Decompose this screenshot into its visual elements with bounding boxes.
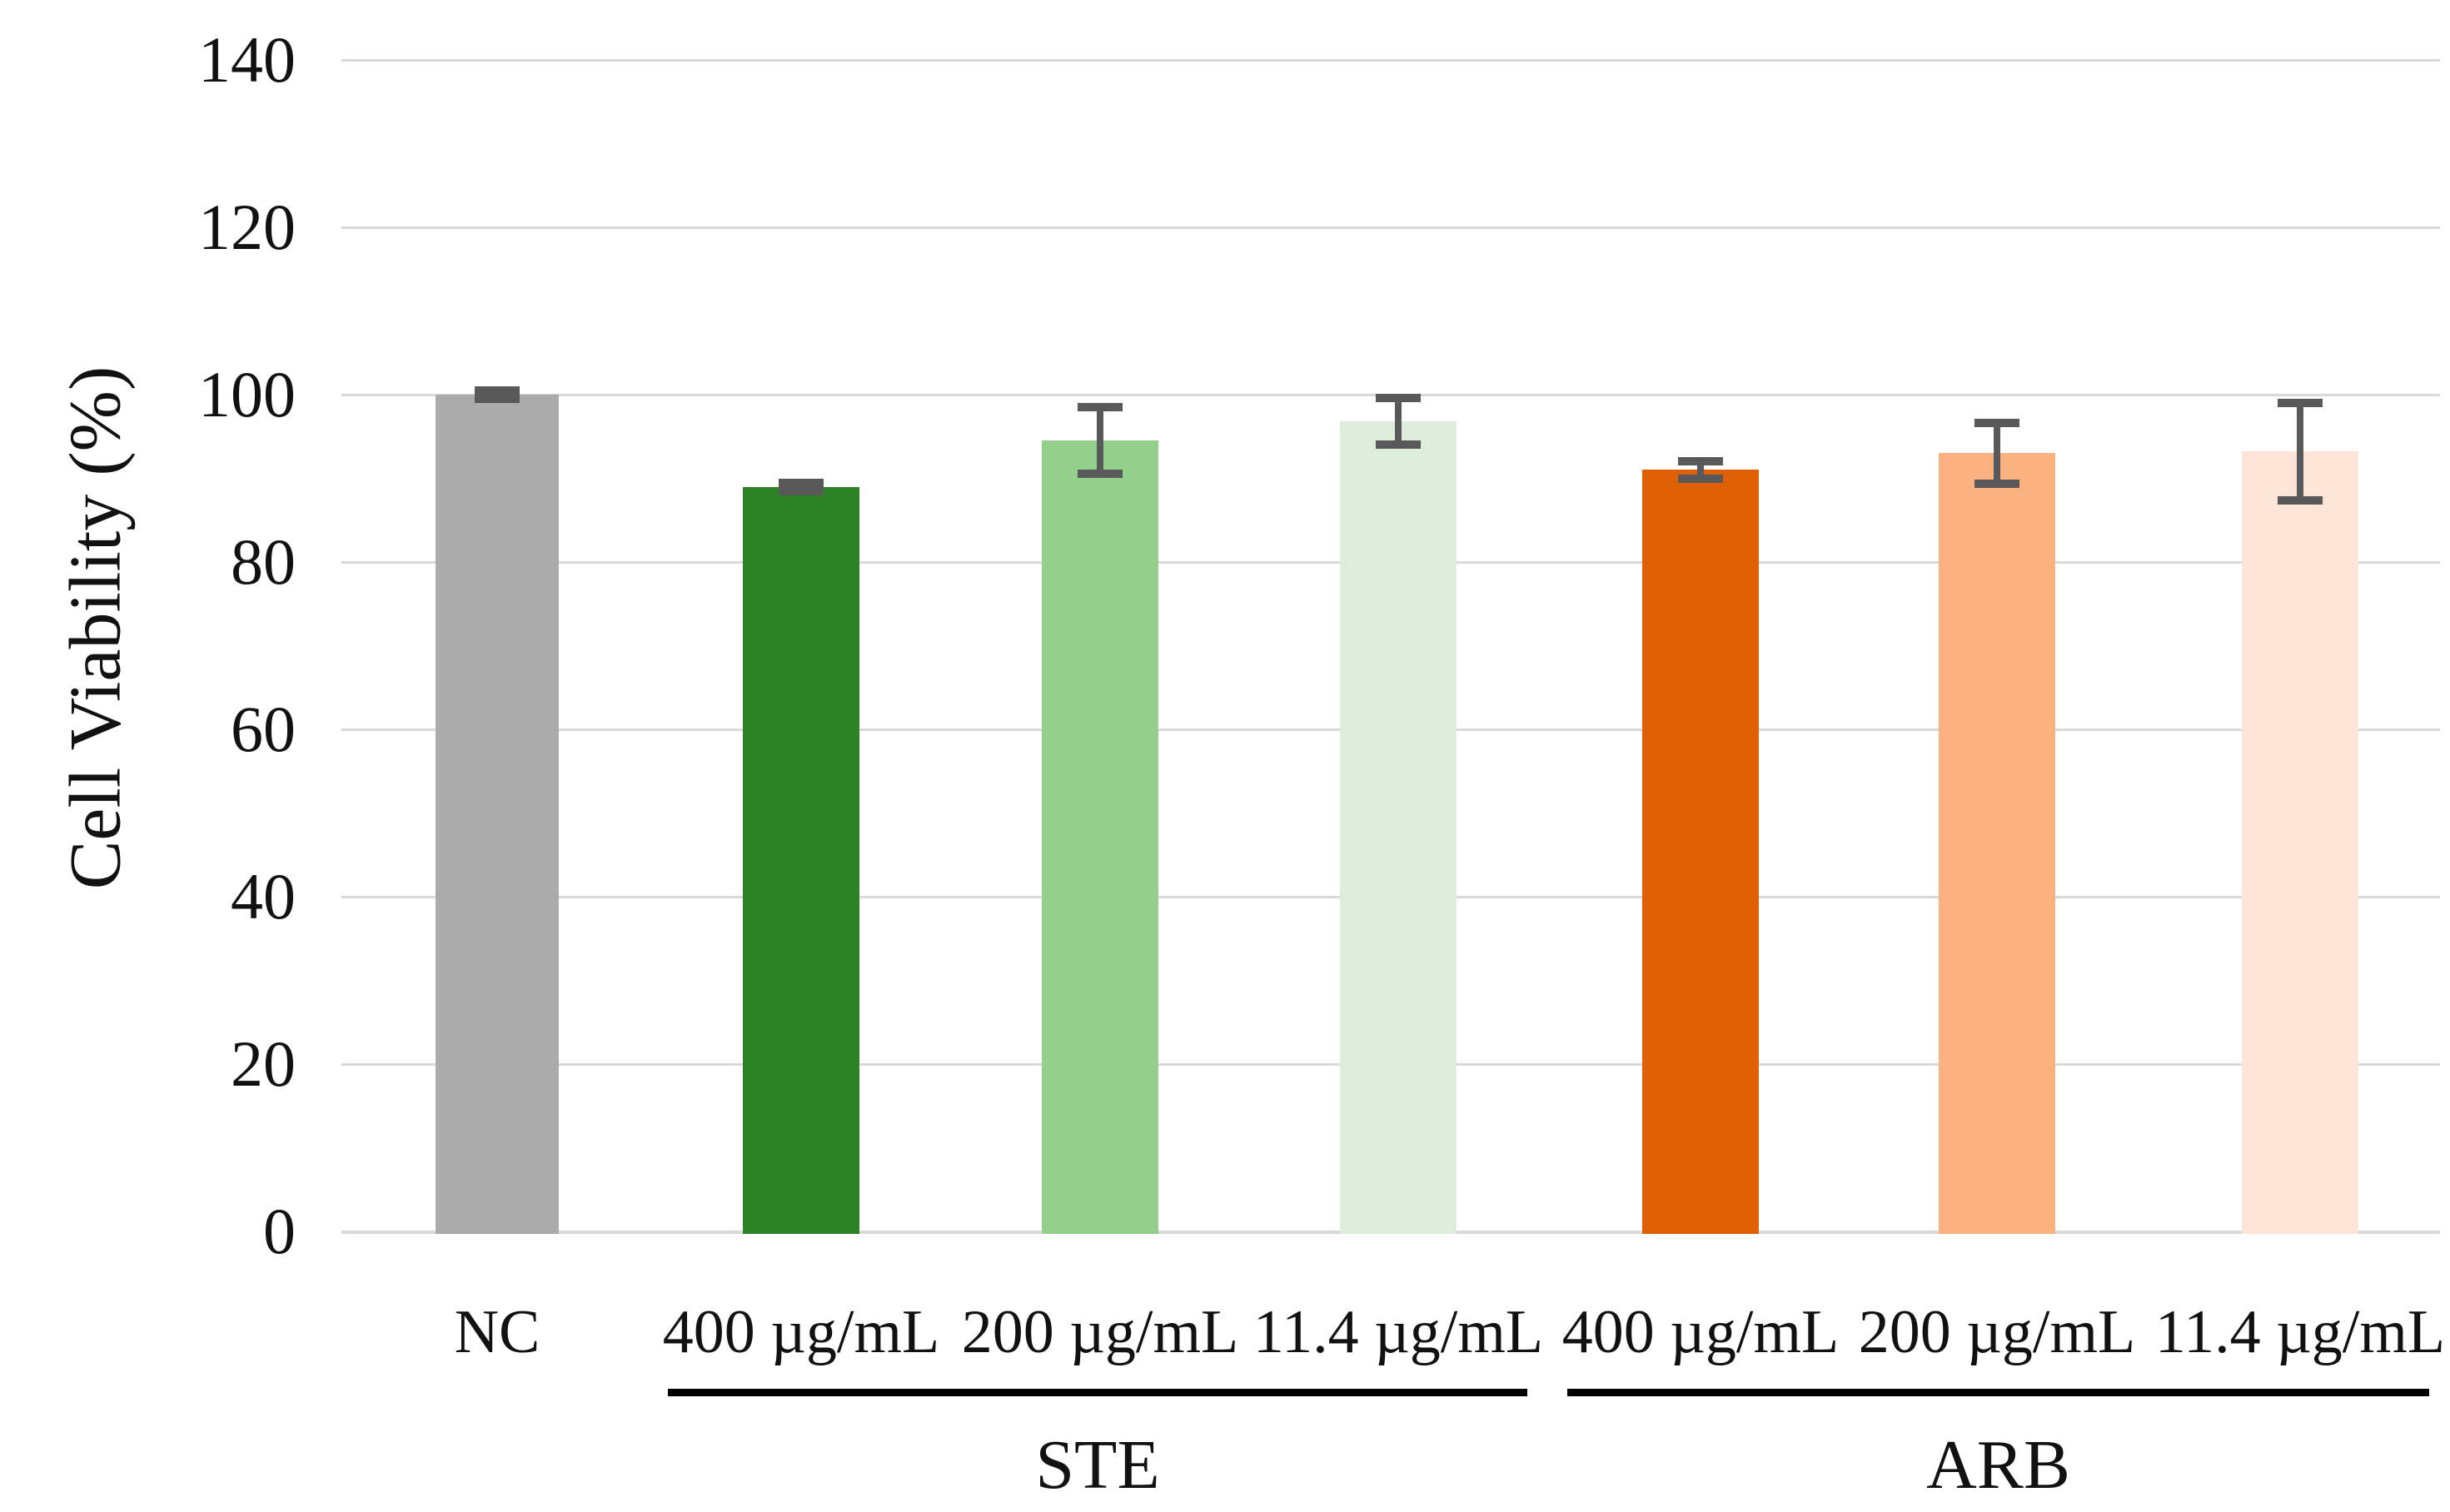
error-bar-bottom-cap: [2278, 495, 2323, 505]
error-bar: [1994, 423, 2000, 484]
error-bar-top-cap: [779, 478, 824, 487]
error-bar-top-cap: [1078, 403, 1123, 412]
error-bar: [798, 482, 804, 491]
error-bar-top-cap: [475, 385, 520, 395]
y-tick-label: 60: [231, 693, 296, 765]
error-bar: [494, 390, 500, 400]
bar: [1642, 470, 1759, 1234]
error-bar-top-cap: [2278, 399, 2323, 408]
y-tick-label: 140: [198, 23, 296, 96]
error-bar: [2297, 403, 2303, 500]
y-tick-label: 40: [231, 860, 296, 933]
error-bar: [1395, 398, 1402, 445]
y-tick-label: 100: [198, 358, 296, 430]
y-tick-label: 80: [231, 525, 296, 598]
bar: [743, 486, 859, 1234]
y-tick-label: 120: [198, 191, 296, 263]
error-bar-top-cap: [1974, 419, 2019, 428]
x-tick-label: 11.4 µg/mL: [1252, 1298, 1544, 1366]
error-bar-bottom-cap: [1678, 474, 1723, 483]
error-bar-bottom-cap: [779, 486, 824, 495]
bar: [2242, 451, 2358, 1234]
error-bar: [1097, 407, 1103, 475]
y-axis-title: Cell Viability (%): [55, 366, 137, 890]
bar: [1340, 421, 1457, 1234]
gridline: [341, 226, 2440, 229]
error-bar-top-cap: [1376, 394, 1421, 403]
group-underline: [1567, 1389, 2429, 1396]
y-tick-label: 0: [263, 1195, 296, 1267]
error-bar-bottom-cap: [1078, 470, 1123, 479]
bar: [1042, 440, 1158, 1234]
bar: [436, 395, 559, 1234]
group-label: ARB: [1926, 1426, 2070, 1504]
x-tick-label: 400 µg/mL: [662, 1298, 940, 1366]
error-bar-bottom-cap: [1974, 479, 2019, 488]
error-bar-top-cap: [1678, 457, 1723, 466]
x-tick-label: NC: [454, 1298, 540, 1366]
group-label: STE: [1035, 1426, 1160, 1504]
x-tick-label: 11.4 µg/mL: [2154, 1298, 2446, 1366]
y-tick-label: 20: [231, 1027, 296, 1100]
x-tick-label: 400 µg/mL: [1561, 1298, 1840, 1366]
x-tick-label: 200 µg/mL: [961, 1298, 1239, 1366]
gridline: [341, 59, 2440, 62]
error-bar-bottom-cap: [1376, 440, 1421, 450]
bar: [1939, 453, 2055, 1234]
group-underline: [668, 1389, 1527, 1396]
x-tick-label: 200 µg/mL: [1858, 1298, 2136, 1366]
error-bar: [1697, 461, 1704, 479]
error-bar-bottom-cap: [475, 395, 520, 404]
